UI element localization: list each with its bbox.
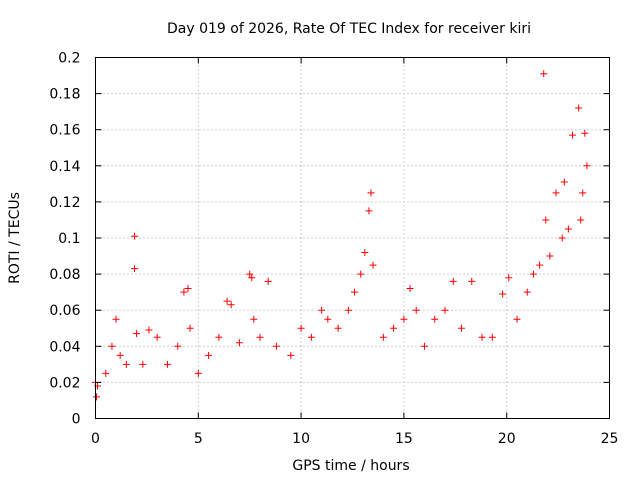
data-point	[264, 277, 272, 285]
data-point	[272, 342, 280, 350]
data-point	[577, 216, 585, 224]
data-point	[102, 369, 110, 377]
data-point	[431, 315, 439, 323]
x-tick-label: 0	[91, 431, 100, 447]
data-point	[505, 274, 513, 282]
data-point	[108, 342, 116, 350]
data-point	[184, 285, 192, 293]
data-point	[344, 306, 352, 314]
x-tick-label: 15	[395, 431, 413, 447]
y-tick-label: 0.02	[49, 375, 80, 391]
data-point	[248, 274, 256, 282]
y-axis-label: ROTI / TECUs	[7, 192, 23, 284]
data-point	[579, 189, 587, 197]
data-point	[581, 129, 589, 137]
data-point	[536, 261, 544, 269]
data-point	[256, 333, 264, 341]
data-point	[441, 306, 449, 314]
data-point	[287, 351, 295, 359]
data-point	[412, 306, 420, 314]
data-point	[351, 288, 359, 296]
data-point	[139, 360, 147, 368]
data-point	[318, 306, 326, 314]
y-tick-label: 0.16	[49, 123, 80, 139]
data-point	[361, 248, 369, 256]
data-point	[122, 360, 130, 368]
data-point	[406, 285, 414, 293]
grid-lines	[95, 57, 610, 419]
data-point	[250, 315, 258, 323]
data-point	[194, 369, 202, 377]
data-point	[546, 252, 554, 260]
data-point	[307, 333, 315, 341]
data-point	[390, 324, 398, 332]
data-point	[449, 277, 457, 285]
data-point	[112, 315, 120, 323]
data-point	[575, 104, 583, 112]
data-point	[468, 277, 476, 285]
data-point	[131, 232, 139, 240]
data-point	[560, 178, 568, 186]
data-point	[205, 351, 213, 359]
data-point	[235, 339, 243, 347]
data-point	[400, 315, 408, 323]
data-point	[93, 393, 101, 401]
x-axis-label: GPS time / hours	[292, 458, 409, 474]
data-point	[145, 326, 153, 334]
y-tick-label: 0.04	[49, 339, 80, 355]
y-tick-label: 0.06	[49, 303, 80, 319]
y-tick-label: 0.2	[58, 51, 80, 67]
data-point	[583, 162, 591, 170]
data-point	[131, 265, 139, 273]
y-tick-label: 0.12	[49, 195, 80, 211]
data-point	[457, 324, 465, 332]
data-point	[564, 225, 572, 233]
data-points	[92, 70, 591, 401]
data-point	[552, 189, 560, 197]
data-point	[513, 315, 521, 323]
data-point	[153, 333, 161, 341]
data-point	[116, 351, 124, 359]
data-point	[324, 315, 332, 323]
y-tick-label: 0	[72, 412, 81, 428]
data-point	[540, 70, 548, 78]
data-point	[379, 333, 387, 341]
data-point	[568, 131, 576, 139]
data-point	[297, 324, 305, 332]
x-tick-label: 5	[194, 431, 203, 447]
data-point	[227, 301, 235, 309]
data-point	[478, 333, 486, 341]
data-point	[367, 189, 375, 197]
x-tick-label: 10	[292, 431, 310, 447]
data-point	[499, 290, 507, 298]
data-point	[174, 342, 182, 350]
data-point	[529, 270, 537, 278]
data-point	[357, 270, 365, 278]
data-point	[180, 288, 188, 296]
y-tick-label: 0.1	[58, 231, 80, 247]
data-point	[186, 324, 194, 332]
data-point	[246, 270, 254, 278]
axis-ticks: 0 5 10 15 20 25 0 0.02 0.04 0.06 0.08 0.1 0.12 0.14 0.…	[49, 51, 618, 448]
data-point	[133, 330, 141, 338]
data-point	[420, 342, 428, 350]
data-point	[365, 207, 373, 215]
data-point	[369, 261, 377, 269]
x-tick-label: 20	[498, 431, 516, 447]
data-point	[542, 216, 550, 224]
y-tick-label: 0.14	[49, 159, 80, 175]
y-tick-label: 0.08	[49, 267, 80, 283]
data-point	[488, 333, 496, 341]
y-tick-label: 0.18	[49, 87, 80, 103]
x-tick-label: 25	[601, 431, 619, 447]
data-point	[334, 324, 342, 332]
data-point	[215, 333, 223, 341]
chart-title: Day 019 of 2026, Rate Of TEC Index for r…	[167, 21, 531, 37]
data-point	[223, 297, 231, 305]
data-point	[558, 234, 566, 242]
data-point	[163, 360, 171, 368]
data-point	[523, 288, 531, 296]
